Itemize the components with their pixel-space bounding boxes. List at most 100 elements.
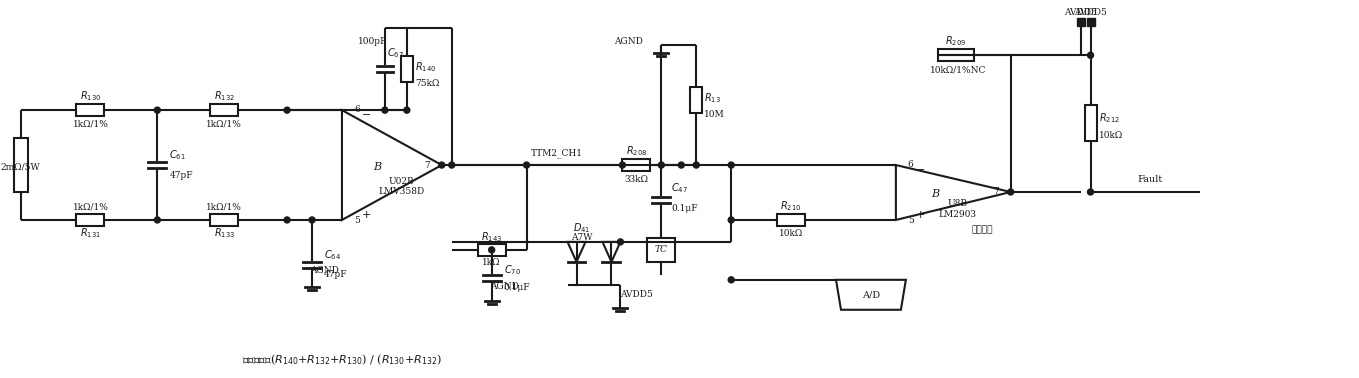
Text: 0.1μF: 0.1μF [504, 283, 530, 292]
Text: 10M: 10M [704, 110, 724, 119]
Text: 1kΩ/1%: 1kΩ/1% [72, 119, 109, 129]
Text: $R_{143}$: $R_{143}$ [481, 230, 503, 244]
Bar [211, 214, 238, 226]
Text: −: − [361, 110, 371, 120]
Circle shape [1007, 189, 1014, 195]
Text: 6: 6 [908, 160, 913, 169]
Bar [1076, 18, 1084, 26]
Circle shape [284, 107, 289, 113]
Circle shape [658, 162, 665, 168]
Text: 2mΩ/5W: 2mΩ/5W [1, 163, 41, 172]
Text: $R_{140}$: $R_{140}$ [414, 60, 436, 74]
Text: 100pF: 100pF [359, 37, 387, 46]
Text: +: + [916, 210, 925, 220]
Text: +: + [361, 210, 371, 220]
Text: 47pF: 47pF [323, 270, 348, 279]
Text: 1kΩ/1%: 1kΩ/1% [207, 119, 242, 129]
Text: AVDD5: AVDD5 [1064, 8, 1097, 17]
Text: AGND: AGND [310, 266, 338, 275]
Bar [478, 244, 506, 256]
Text: AGND: AGND [489, 282, 519, 291]
Text: A/D: A/D [862, 290, 881, 299]
Text: U02B: U02B [389, 177, 414, 186]
Circle shape [693, 162, 700, 168]
Text: LM2903: LM2903 [939, 211, 977, 220]
Text: 47pF: 47pF [170, 170, 193, 180]
Text: $R_{130}$: $R_{130}$ [80, 89, 101, 103]
Circle shape [728, 217, 734, 223]
Bar [938, 49, 974, 61]
Circle shape [728, 277, 734, 283]
Text: 5: 5 [908, 217, 913, 225]
Text: AVDD5: AVDD5 [1074, 8, 1108, 17]
Bar [14, 138, 27, 192]
Text: $C_{70}$: $C_{70}$ [504, 263, 520, 277]
Bar [622, 159, 651, 171]
Text: 1kΩ/1%: 1kΩ/1% [72, 203, 109, 211]
Bar [647, 238, 675, 262]
Circle shape [155, 217, 160, 223]
Text: $C_{64}$: $C_{64}$ [323, 248, 341, 262]
Text: $R_{208}$: $R_{208}$ [625, 144, 647, 158]
Text: $R_{133}$: $R_{133}$ [213, 226, 235, 240]
Text: LMV358D: LMV358D [379, 187, 425, 197]
Text: −: − [916, 165, 925, 175]
Text: 0.1μF: 0.1μF [671, 204, 699, 214]
Text: $C_{47}$: $C_{47}$ [671, 181, 688, 195]
Text: 1kΩ/1%: 1kΩ/1% [207, 203, 242, 211]
Text: 6: 6 [353, 105, 360, 114]
Circle shape [728, 162, 734, 168]
Circle shape [523, 162, 530, 168]
Bar [401, 56, 413, 82]
Bar [690, 87, 703, 113]
Text: 10kΩ/1%NC: 10kΩ/1%NC [930, 66, 987, 75]
Text: $C_{67}$: $C_{67}$ [387, 46, 404, 60]
Circle shape [404, 107, 410, 113]
Text: 7: 7 [424, 161, 429, 170]
Circle shape [1087, 189, 1094, 195]
Text: $R_{212}$: $R_{212}$ [1098, 111, 1120, 125]
Text: $C_{61}$: $C_{61}$ [170, 148, 186, 162]
Text: B: B [372, 162, 381, 172]
Text: 1kΩ: 1kΩ [482, 258, 501, 267]
Circle shape [489, 247, 495, 253]
Text: 33kΩ: 33kΩ [624, 175, 648, 184]
Text: $R_{210}$: $R_{210}$ [780, 199, 802, 213]
Text: AGND: AGND [614, 37, 643, 46]
Bar [1087, 18, 1094, 26]
Text: 10kΩ: 10kΩ [1098, 131, 1123, 139]
Bar [1084, 105, 1097, 141]
Bar [211, 104, 238, 116]
Text: $D_{41}$: $D_{41}$ [572, 221, 590, 235]
Text: $R_{209}$: $R_{209}$ [945, 34, 966, 48]
Text: 放大倍数＝($R_{140}$+$R_{132}$+$R_{130}$) / ($R_{130}$+$R_{132}$): 放大倍数＝($R_{140}$+$R_{132}$+$R_{130}$) / (… [242, 352, 442, 367]
Circle shape [1087, 52, 1094, 58]
Text: 5: 5 [353, 217, 360, 225]
Bar [777, 214, 805, 226]
Text: A7W: A7W [571, 233, 593, 242]
Text: $R_{13}$: $R_{13}$ [704, 91, 722, 105]
Text: B: B [931, 189, 939, 199]
Text: TTM2_CH1: TTM2_CH1 [530, 148, 583, 158]
Text: $R_{132}$: $R_{132}$ [213, 89, 235, 103]
Text: 7: 7 [993, 187, 999, 197]
Circle shape [284, 217, 289, 223]
Circle shape [382, 107, 387, 113]
Circle shape [439, 162, 444, 168]
Circle shape [617, 239, 624, 245]
Bar [76, 214, 105, 226]
Circle shape [155, 107, 160, 113]
Text: 75kΩ: 75kΩ [414, 79, 439, 88]
Circle shape [678, 162, 685, 168]
Bar [76, 104, 105, 116]
Text: TC: TC [655, 245, 667, 254]
Text: 10kΩ: 10kΩ [779, 229, 803, 239]
Text: 过流保护: 过流保护 [972, 225, 993, 234]
Text: Fault: Fault [1137, 175, 1163, 184]
Text: $R_{131}$: $R_{131}$ [80, 226, 101, 240]
Text: U8B: U8B [947, 200, 968, 209]
Circle shape [620, 162, 625, 168]
Circle shape [448, 162, 455, 168]
Text: AVDD5: AVDD5 [621, 290, 654, 299]
Circle shape [308, 217, 315, 223]
